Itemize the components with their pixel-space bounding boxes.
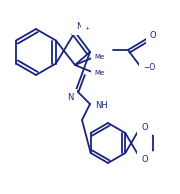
Text: NH: NH (95, 100, 108, 109)
Text: −O: −O (143, 62, 155, 72)
Text: N: N (67, 93, 73, 102)
Text: O: O (150, 31, 157, 41)
Text: Me: Me (94, 70, 104, 76)
Text: O: O (141, 154, 148, 164)
Text: O: O (141, 122, 148, 132)
Text: N: N (76, 22, 82, 31)
Text: +: + (84, 25, 89, 30)
Text: Me: Me (94, 54, 104, 60)
